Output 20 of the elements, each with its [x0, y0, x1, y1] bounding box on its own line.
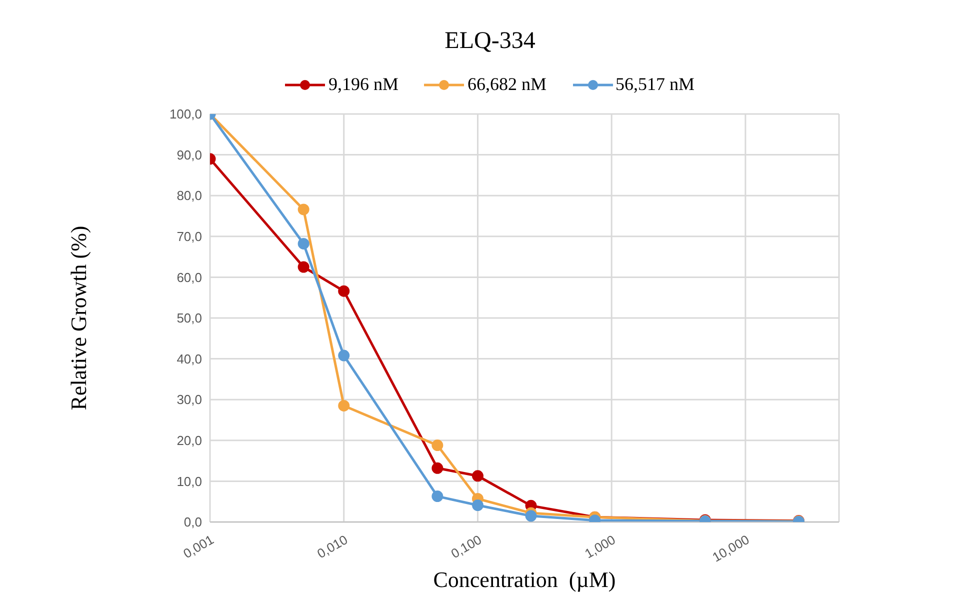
y-axis-title: Relative Growth (%): [66, 226, 91, 410]
legend-label: 56,517 nM: [616, 74, 695, 95]
x-tick-label: 0,001: [180, 532, 216, 562]
y-tick-label: 30,0: [176, 392, 202, 408]
y-tick-label: 60,0: [176, 270, 202, 285]
y-tick-label: 80,0: [176, 188, 202, 204]
y-tick-label: 10,0: [176, 474, 202, 489]
y-tick-label: 50,0: [176, 310, 202, 326]
x-tick-label: 0,010: [314, 532, 350, 562]
x-axis-title: Concentration (µM): [432, 566, 617, 594]
x-tick-label: 0,100: [448, 532, 484, 562]
y-tick-label: 40,0: [176, 351, 202, 366]
legend-label: 9,196 nM: [328, 74, 398, 95]
legend-label: 66,682 nM: [467, 74, 546, 95]
y-tick-label: 20,0: [176, 433, 202, 448]
y-tick-label: 0,0: [184, 514, 202, 530]
y-tick-label: 100,0: [169, 106, 202, 122]
chart-title: ELQ-334: [444, 28, 536, 55]
y-tick-label: 90,0: [176, 147, 202, 162]
y-tick-label: 70,0: [176, 229, 202, 244]
